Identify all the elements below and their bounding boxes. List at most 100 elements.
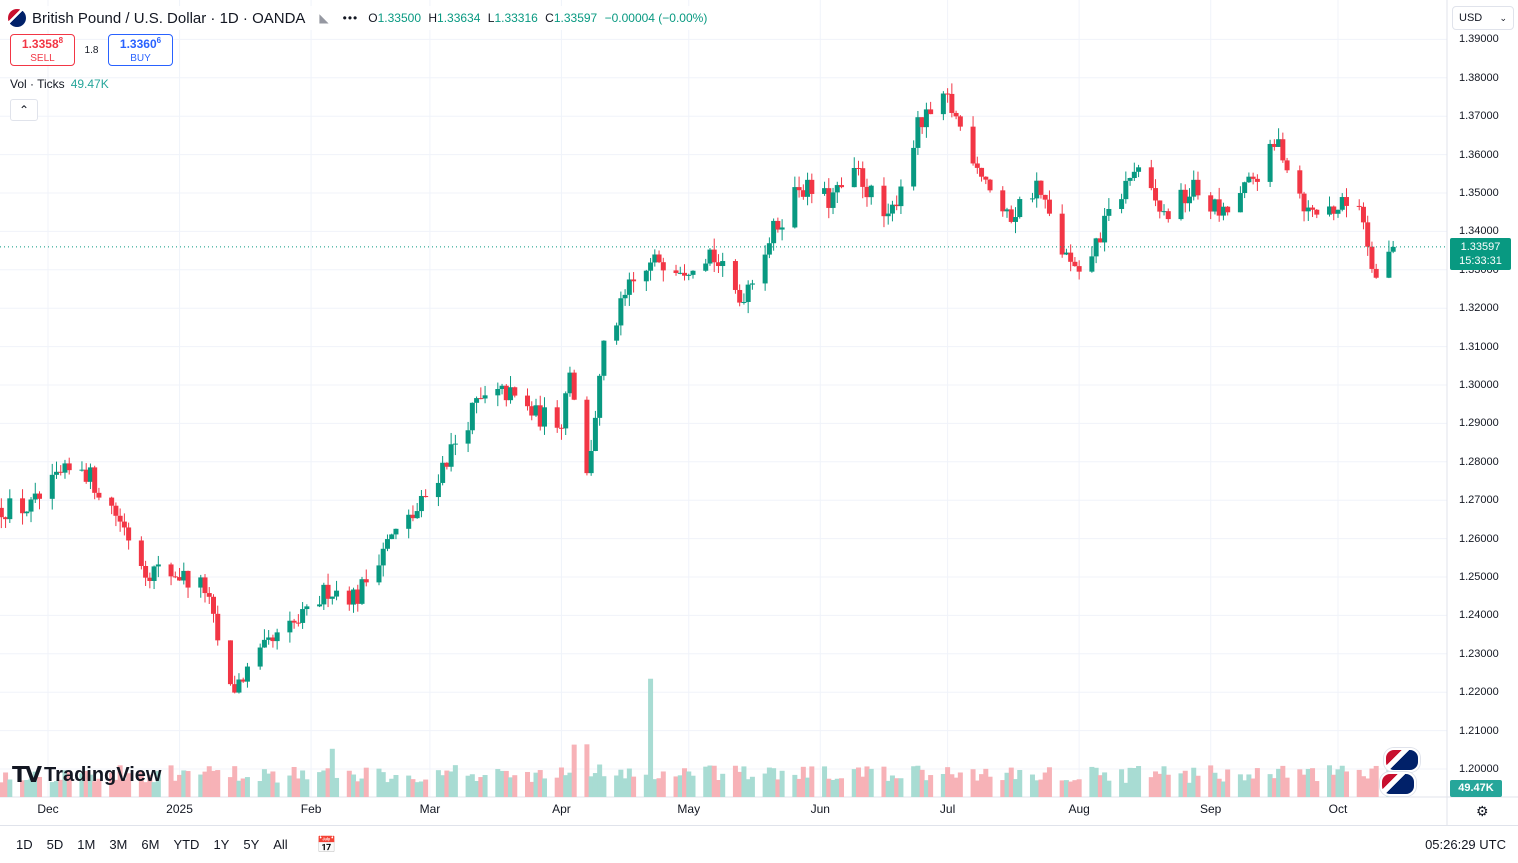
price-tick-label: 1.37000 xyxy=(1459,110,1499,123)
time-tick-label: Jun xyxy=(810,802,830,816)
candle-body xyxy=(151,566,157,581)
volume-bar xyxy=(7,779,13,797)
volume-bar xyxy=(614,775,620,797)
candle-body xyxy=(359,579,365,604)
calendar-icon[interactable]: 📅 xyxy=(316,836,337,854)
buy-price: 1.33606 xyxy=(120,36,161,51)
candle-body xyxy=(588,451,594,474)
price-tick-label: 1.25000 xyxy=(1459,571,1499,583)
volume-bar xyxy=(1076,779,1082,797)
candle-body xyxy=(1038,180,1044,195)
volume-bar xyxy=(359,778,365,797)
volume-bar xyxy=(240,778,246,797)
candle-body xyxy=(376,565,382,583)
volume-bar xyxy=(1208,765,1214,797)
volume-bar xyxy=(126,773,132,797)
candle-body xyxy=(304,606,310,610)
candle-body xyxy=(423,495,429,498)
candle-body xyxy=(732,261,738,290)
volume-bar xyxy=(418,781,424,797)
candle-body xyxy=(321,584,327,605)
candle-body xyxy=(1165,211,1171,220)
volume-bar xyxy=(1013,779,1018,797)
time-tick-label: Mar xyxy=(419,802,441,816)
gear-icon[interactable]: ⚙ xyxy=(1476,803,1489,819)
volume-bar xyxy=(720,773,726,797)
range-1m-button[interactable]: 1M xyxy=(77,837,96,852)
candle-body xyxy=(792,187,798,228)
utc-clock[interactable]: 05:26:29 UTC xyxy=(1425,837,1506,852)
volume-bar xyxy=(406,775,412,797)
sell-price-main: 1.3358 xyxy=(21,37,59,51)
candle-body xyxy=(1008,209,1014,222)
volume-bar xyxy=(304,779,310,797)
volume-bar xyxy=(771,768,777,797)
candle-body xyxy=(711,249,717,263)
candle-body xyxy=(855,167,861,169)
currency-selector[interactable]: USD ⌄ xyxy=(1452,6,1514,30)
candle-body xyxy=(113,505,119,516)
volume-bar xyxy=(1216,778,1222,797)
candle-body xyxy=(206,593,212,597)
price-chart[interactable] xyxy=(0,0,1518,825)
candle-body xyxy=(1250,176,1256,179)
bookmark-icon[interactable]: ◣ xyxy=(319,11,329,25)
volume-bar xyxy=(648,678,654,797)
price-tick-label: 1.28000 xyxy=(1459,455,1499,468)
candle-body xyxy=(673,270,679,274)
volume-legend-label: Vol · Ticks xyxy=(10,77,65,91)
range-5y-button[interactable]: 5Y xyxy=(243,837,260,852)
volume-bar xyxy=(987,776,993,797)
candle-body xyxy=(20,498,26,514)
collapse-legend-button[interactable]: ⌃ xyxy=(10,99,38,121)
event-flag-icon[interactable] xyxy=(1384,748,1420,772)
volume-bar xyxy=(1271,778,1277,797)
ohlc-low: 1.33316 xyxy=(494,11,538,25)
volume-bar xyxy=(503,770,509,797)
price-tick-label: 1.27000 xyxy=(1459,494,1499,507)
volume-bar xyxy=(656,778,662,797)
volume-bar xyxy=(92,781,98,797)
candle-body xyxy=(1314,209,1320,215)
candle-body xyxy=(1276,139,1282,147)
range-1d-button[interactable]: 1D xyxy=(16,837,33,852)
volume-bar xyxy=(1242,780,1248,797)
volume-bar xyxy=(393,775,399,797)
volume-bar xyxy=(423,779,429,797)
volume-bar xyxy=(384,782,390,797)
volume-bar xyxy=(181,770,187,797)
sell-button[interactable]: 1.33588 SELL xyxy=(10,34,75,66)
candle-body xyxy=(979,167,985,177)
volume-bar xyxy=(474,781,480,797)
more-options-icon[interactable]: ••• xyxy=(342,11,359,25)
range-1y-button[interactable]: 1Y xyxy=(213,837,230,852)
candle-body xyxy=(444,462,450,467)
price-tick-label: 1.39000 xyxy=(1459,33,1499,46)
candle-body xyxy=(677,272,683,274)
tradingview-logo[interactable]: 𝗧𝗩 TradingView xyxy=(12,762,162,788)
volume-bar xyxy=(1365,778,1371,797)
event-flag-icon[interactable] xyxy=(1380,772,1416,796)
range-3m-button[interactable]: 3M xyxy=(109,837,128,852)
range-5d-button[interactable]: 5D xyxy=(46,837,64,852)
time-tick-label: 2025 xyxy=(166,802,193,816)
candle-body xyxy=(703,263,709,271)
range-ytd-button[interactable]: YTD xyxy=(173,837,200,852)
volume-bar xyxy=(37,776,43,797)
candle-body xyxy=(1365,222,1371,247)
range-6m-button[interactable]: 6M xyxy=(141,837,160,852)
volume-bar xyxy=(541,778,547,797)
candle-body xyxy=(172,576,178,578)
volume-legend[interactable]: Vol · Ticks 49.47K xyxy=(10,77,109,91)
candle-body xyxy=(715,262,721,267)
candle-body xyxy=(834,185,840,193)
candle-body xyxy=(766,243,772,255)
volume-bar xyxy=(1089,766,1095,797)
range-all-button[interactable]: All xyxy=(273,837,288,852)
ohlc-high-key: H xyxy=(428,11,438,25)
candle-body xyxy=(499,385,505,390)
volume-bar xyxy=(1343,771,1349,797)
buy-button[interactable]: 1.33606 BUY xyxy=(108,34,173,66)
symbol-legend[interactable]: British Pound / U.S. Dollar · 1D · OANDA… xyxy=(8,6,712,30)
volume-bar xyxy=(109,772,115,797)
